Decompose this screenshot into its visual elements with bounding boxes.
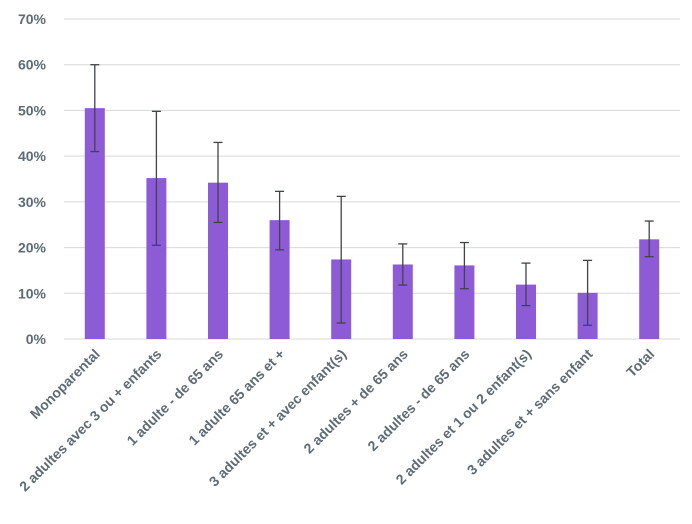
error-bar — [583, 259, 593, 326]
error-bar — [90, 64, 100, 153]
bar — [146, 178, 167, 339]
error-bar — [459, 241, 469, 290]
error-bar — [213, 141, 223, 224]
bar — [516, 284, 536, 339]
y-tick-label: 40% — [18, 148, 47, 164]
error-bar — [275, 190, 285, 251]
y-tick-label: 20% — [18, 240, 47, 256]
error-bar — [521, 262, 531, 307]
error-bar — [398, 243, 408, 286]
y-tick-label: 50% — [18, 102, 47, 118]
error-bars — [90, 64, 654, 326]
bar — [84, 108, 105, 340]
y-tick-label: 0% — [26, 331, 47, 347]
x-category-label: Total — [623, 346, 657, 380]
bar — [392, 264, 413, 339]
x-category-label: 2 adultes + de 65 ans — [300, 346, 411, 457]
y-tick-label: 30% — [18, 194, 47, 210]
y-axis-tick-labels: 0% 10% 20% 30% 40% 50% 60% 70% — [18, 11, 47, 347]
y-tick-label: 60% — [18, 57, 47, 73]
gridlines — [64, 18, 680, 340]
bar — [454, 265, 475, 339]
bar — [269, 220, 290, 339]
error-bar — [336, 195, 346, 324]
error-bar — [644, 220, 654, 258]
y-tick-label: 10% — [18, 285, 47, 301]
bar — [208, 182, 228, 339]
x-category-label: 2 adultes - de 65 ans — [364, 346, 472, 454]
bars — [84, 108, 660, 340]
x-category-label: 3 adultes et + sans enfant — [464, 346, 596, 478]
bar — [639, 239, 660, 339]
error-bar — [151, 110, 161, 246]
y-tick-label: 70% — [18, 11, 47, 27]
